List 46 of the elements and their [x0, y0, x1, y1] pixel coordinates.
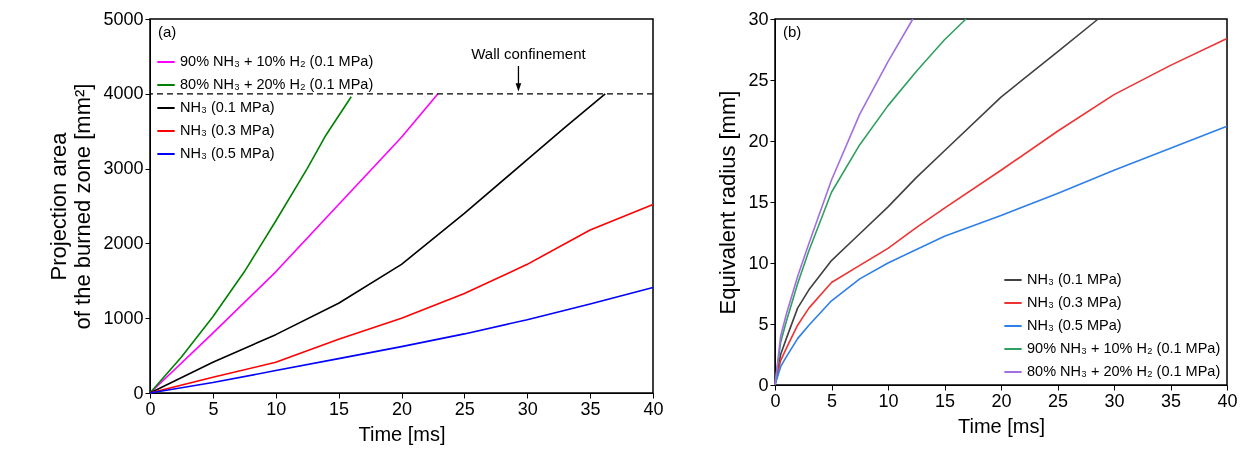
- x-tick-label: 25: [1047, 390, 1069, 411]
- line-series: [149, 95, 352, 394]
- y-tick-label: 0: [758, 374, 769, 395]
- x-axis-title: Time [ms]: [957, 414, 1046, 437]
- legend-label: NH₃ (0.1 MPa): [1027, 271, 1122, 287]
- legend-label: NH₃ (0.3 MPa): [180, 122, 275, 138]
- x-axis-title: Time [ms]: [358, 422, 446, 445]
- annotation: (a): [158, 23, 177, 40]
- y-tick-label: 3000: [103, 158, 144, 179]
- legend-label: 90% NH₃ + 10% H₂ (0.1 MPa): [1027, 340, 1221, 356]
- x-tick-label: 35: [1160, 390, 1182, 411]
- y-axis-title: Equivalent radius [mm]: [715, 90, 741, 315]
- x-tick-label: 35: [580, 398, 601, 419]
- y-tick-label: 4000: [103, 83, 144, 104]
- legend-label: 80% NH₃ + 20% H₂ (0.1 MPa): [1027, 363, 1221, 379]
- y-tick-label: 15: [748, 191, 769, 212]
- legend-label: NH₃ (0.5 MPa): [1027, 317, 1122, 333]
- annotation: (b): [783, 23, 802, 40]
- legend-label: 80% NH₃ + 20% H₂ (0.1 MPa): [180, 76, 374, 92]
- y-tick-label: 30: [748, 8, 769, 29]
- legend-label: 90% NH₃ + 10% H₂ (0.1 MPa): [180, 53, 374, 69]
- legend-label: NH₃ (0.5 MPa): [180, 145, 275, 161]
- x-tick-label: 40: [1217, 390, 1238, 411]
- x-tick-label: 5: [208, 398, 219, 419]
- y-tick-label: 5000: [103, 8, 144, 29]
- x-tick-label: 10: [878, 390, 899, 411]
- x-tick-label: 40: [643, 398, 664, 419]
- x-tick-label: 30: [517, 398, 538, 419]
- y-tick-label: 10: [748, 252, 769, 273]
- x-tick-label: 20: [991, 390, 1012, 411]
- x-tick-label: 30: [1104, 390, 1125, 411]
- x-tick-label: 15: [934, 390, 956, 411]
- annotation: Wall confinement: [471, 44, 587, 62]
- y-tick-label: 5: [758, 313, 769, 334]
- y-axis-title: Projection area of the burned zone [mm²]: [46, 83, 96, 330]
- x-tick-label: 10: [266, 398, 287, 419]
- x-tick-label: 20: [391, 398, 413, 419]
- x-tick-label: 25: [454, 398, 475, 419]
- y-tick-label: 25: [748, 69, 769, 90]
- x-tick-label: 5: [826, 390, 838, 411]
- y-tick-label: 2000: [103, 232, 144, 253]
- legend-label: NH₃ (0.3 MPa): [1027, 294, 1122, 310]
- x-tick-label: 15: [329, 398, 350, 419]
- legend-label: NH₃ (0.1 MPa): [180, 99, 275, 115]
- y-tick-label: 20: [748, 130, 769, 151]
- y-tick-label: 1000: [103, 307, 144, 328]
